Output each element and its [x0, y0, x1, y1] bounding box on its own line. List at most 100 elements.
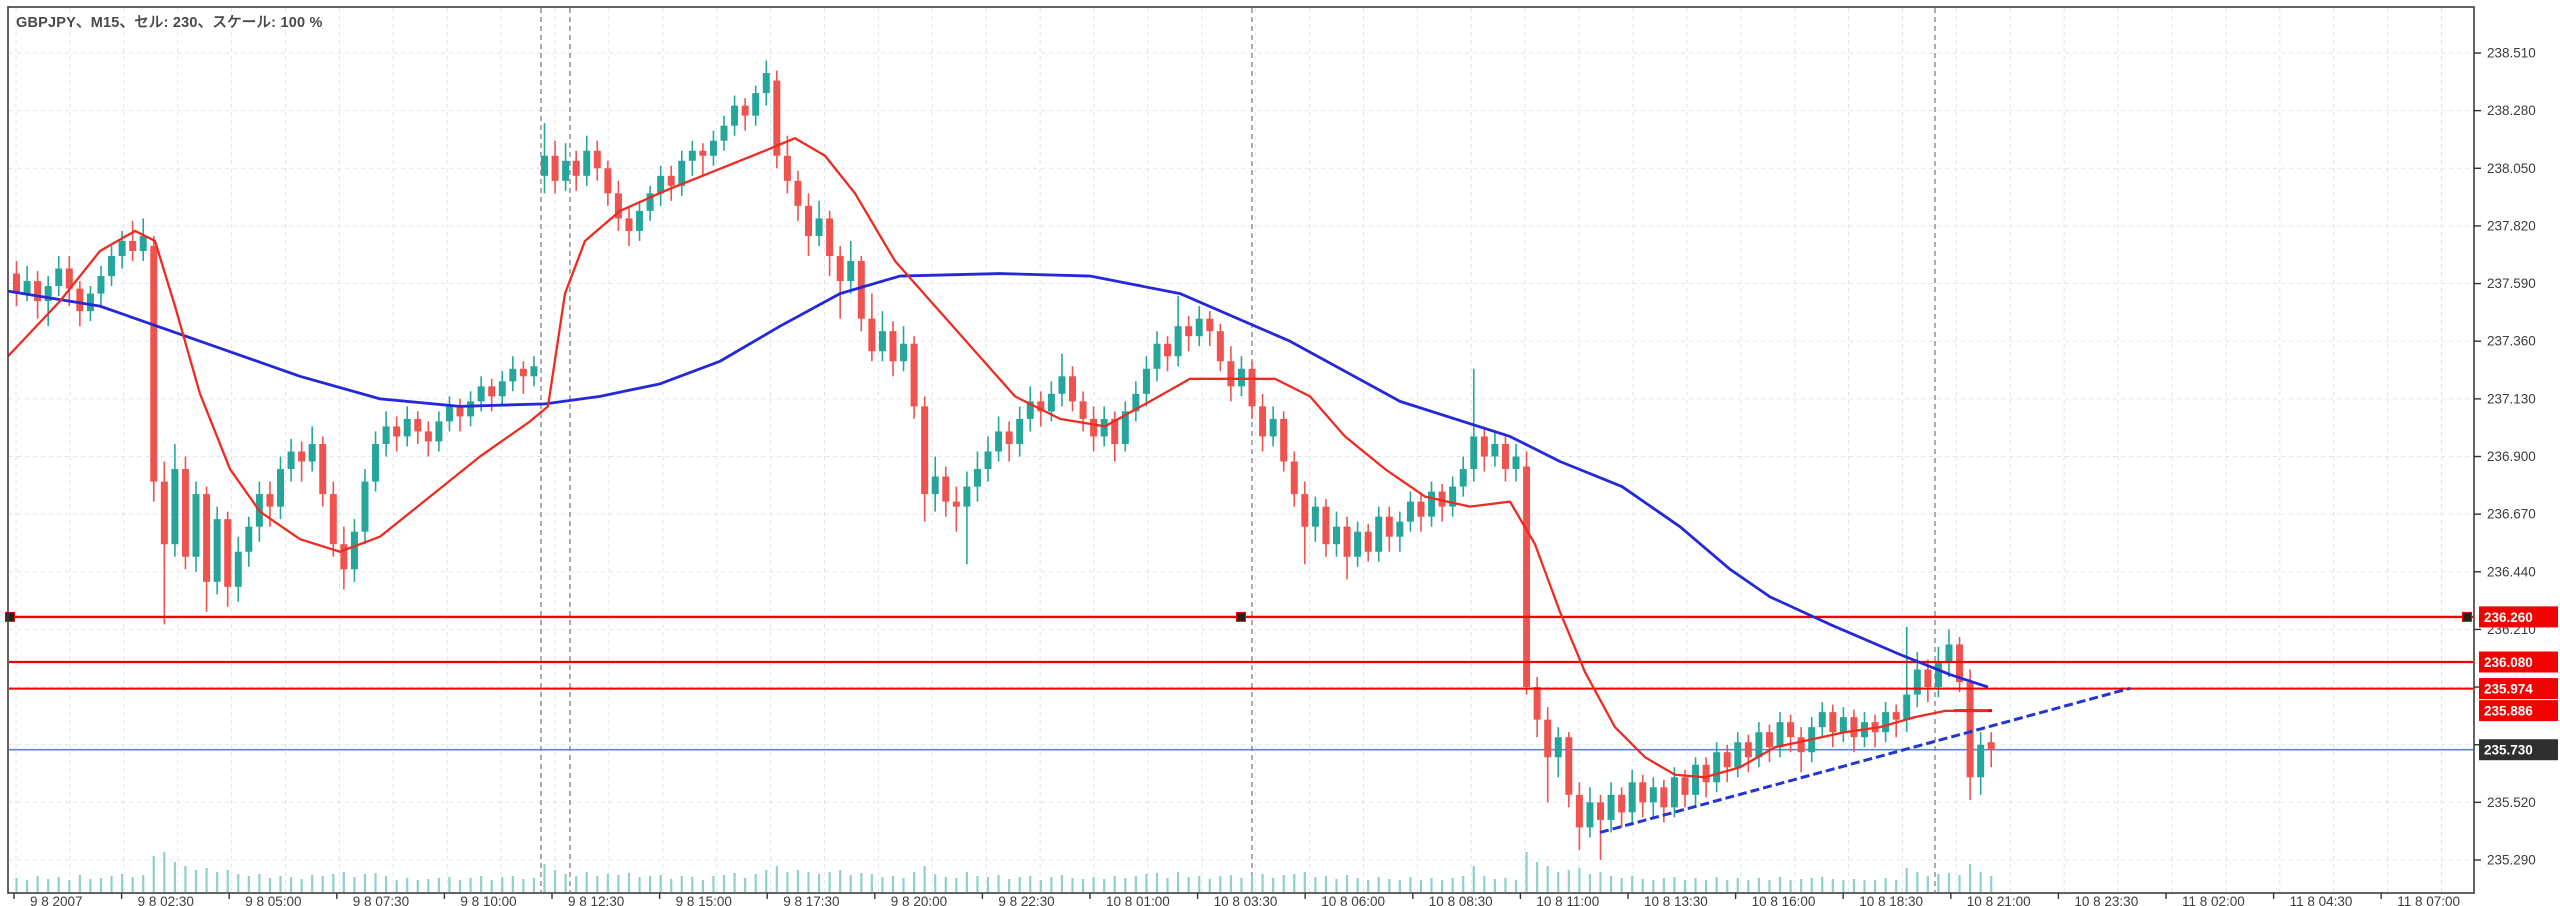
- time-axis-label[interactable]: 10 8 08:30: [1429, 894, 1493, 906]
- candle-body-up: [350, 531, 358, 570]
- candle-body-up: [509, 368, 517, 382]
- price-axis-label[interactable]: 237.360: [2487, 334, 2536, 349]
- candle-body-down: [1301, 494, 1309, 527]
- time-axis-label[interactable]: 10 8 01:00: [1106, 894, 1170, 906]
- price-axis-label[interactable]: 236.440: [2487, 564, 2536, 579]
- candle-body-down: [1005, 431, 1013, 444]
- candle-body-down: [952, 501, 960, 507]
- candle-body-down: [1924, 669, 1932, 688]
- candle-body-down: [1438, 491, 1446, 507]
- candle-body-up: [1428, 491, 1436, 517]
- candle-body-up: [1047, 393, 1055, 412]
- time-axis-label[interactable]: 9 8 05:00: [245, 894, 301, 906]
- candle-body-up: [657, 175, 665, 194]
- time-axis-label[interactable]: 9 8 12:30: [568, 894, 624, 906]
- candle-body-up: [1174, 326, 1182, 357]
- time-axis-label[interactable]: 9 8 07:30: [353, 894, 409, 906]
- hline-handle-right[interactable]: [2462, 611, 2472, 622]
- candle-body-down: [1079, 401, 1087, 419]
- candle-body-up: [23, 281, 31, 294]
- candle-body-up: [1396, 521, 1404, 537]
- price-axis-label[interactable]: 235.520: [2487, 795, 2536, 810]
- candle-body-up: [1818, 712, 1826, 728]
- candle-body-up: [1755, 732, 1763, 758]
- time-axis-label[interactable]: 9 8 15:00: [676, 894, 732, 906]
- candle-body-up: [1913, 669, 1921, 695]
- candle-body-down: [424, 431, 432, 442]
- candle-body-down: [1660, 787, 1668, 808]
- candle-body-down: [805, 205, 812, 236]
- price-axis-label[interactable]: 238.280: [2487, 103, 2536, 118]
- time-axis-label[interactable]: 10 8 21:00: [1967, 894, 2031, 906]
- candle-body-up: [1016, 418, 1024, 444]
- time-axis-label[interactable]: 9 8 20:00: [891, 894, 947, 906]
- time-axis-label[interactable]: 10 8 16:00: [1752, 894, 1816, 906]
- candle-body-down: [836, 256, 844, 282]
- candle-body-up: [171, 469, 179, 545]
- time-axis-label[interactable]: 9 8 2007: [30, 894, 83, 906]
- current-price-label-text: 235.730: [2484, 743, 2533, 758]
- candle-body-down: [572, 160, 580, 176]
- candle-body-down: [1248, 368, 1256, 407]
- price-axis-label[interactable]: 235.290: [2487, 852, 2536, 867]
- candle-body-up: [1375, 516, 1383, 552]
- hline-handle-center[interactable]: [1236, 611, 1246, 622]
- time-axis-label[interactable]: 11 8 04:30: [2290, 894, 2353, 906]
- time-axis-label[interactable]: 9 8 22:30: [998, 894, 1054, 906]
- time-axis-label[interactable]: 10 8 06:00: [1321, 894, 1385, 906]
- plot-frame: [7, 6, 2475, 894]
- candle-body-up: [361, 481, 369, 532]
- hline-price-label-box: [2479, 678, 2558, 700]
- price-axis-label[interactable]: 236.900: [2487, 449, 2536, 464]
- time-axis-label[interactable]: 9 8 17:30: [783, 894, 839, 906]
- candle-body-up: [498, 381, 506, 397]
- candle-body-up: [1586, 802, 1594, 828]
- price-axis-label[interactable]: 237.820: [2487, 218, 2536, 233]
- candle-body-down: [699, 150, 707, 156]
- candle-body-down: [181, 469, 189, 557]
- candle-body-down: [34, 281, 42, 302]
- candle-body-down: [1850, 717, 1858, 738]
- candle-body-down: [826, 218, 834, 257]
- time-axis-label[interactable]: 10 8 18:30: [1859, 894, 1923, 906]
- time-axis-label[interactable]: 9 8 02:30: [138, 894, 194, 906]
- trendline[interactable]: [1599, 686, 2131, 834]
- hline-handle-left[interactable]: [5, 611, 15, 622]
- candle-body-up: [308, 443, 316, 462]
- candle-body-down: [224, 519, 232, 587]
- time-axis-label[interactable]: 10 8 03:30: [1214, 894, 1278, 906]
- price-axis-label[interactable]: 238.510: [2487, 46, 2536, 61]
- candle-body-up: [435, 421, 443, 442]
- candle-body-down: [298, 451, 306, 462]
- candle-body-up: [1354, 531, 1362, 557]
- price-axis-label[interactable]: 237.590: [2487, 276, 2536, 291]
- candle-body-down: [1765, 732, 1773, 748]
- time-axis-label[interactable]: 10 8 11:00: [1536, 894, 1599, 906]
- candle-body-up: [445, 406, 453, 422]
- candle-body-up: [1058, 376, 1066, 394]
- candle-body-down: [1987, 742, 1995, 750]
- candle-body-down: [1185, 326, 1193, 337]
- chart-title: GBPJPY、M15、セル: 230、スケール: 100 %: [16, 15, 323, 31]
- time-axis-label[interactable]: 10 8 23:30: [2074, 894, 2138, 906]
- candle-body-up: [192, 494, 200, 557]
- candle-body-down: [160, 481, 168, 545]
- candle-body-down: [1956, 644, 1964, 683]
- candle-body-down: [794, 180, 802, 206]
- price-axis-label[interactable]: 237.130: [2487, 391, 2536, 406]
- time-axis-label[interactable]: 11 8 07:00: [2397, 894, 2460, 906]
- candle-body-up: [1121, 411, 1129, 444]
- time-axis-label[interactable]: 9 8 10:00: [460, 894, 516, 906]
- candle-body-down: [1480, 436, 1488, 457]
- price-axis-label[interactable]: 238.050: [2487, 161, 2536, 176]
- candle-body-down: [1364, 531, 1372, 552]
- candle-body-up: [1670, 777, 1678, 808]
- time-axis-label[interactable]: 11 8 02:00: [2182, 894, 2245, 906]
- candle-body-up: [995, 431, 1003, 452]
- time-axis-label[interactable]: 10 8 13:30: [1644, 894, 1708, 906]
- price-axis-label[interactable]: 236.670: [2487, 507, 2536, 522]
- candle-body-down: [340, 544, 348, 570]
- candle-body-down: [1618, 794, 1626, 813]
- candle-body-up: [583, 150, 591, 176]
